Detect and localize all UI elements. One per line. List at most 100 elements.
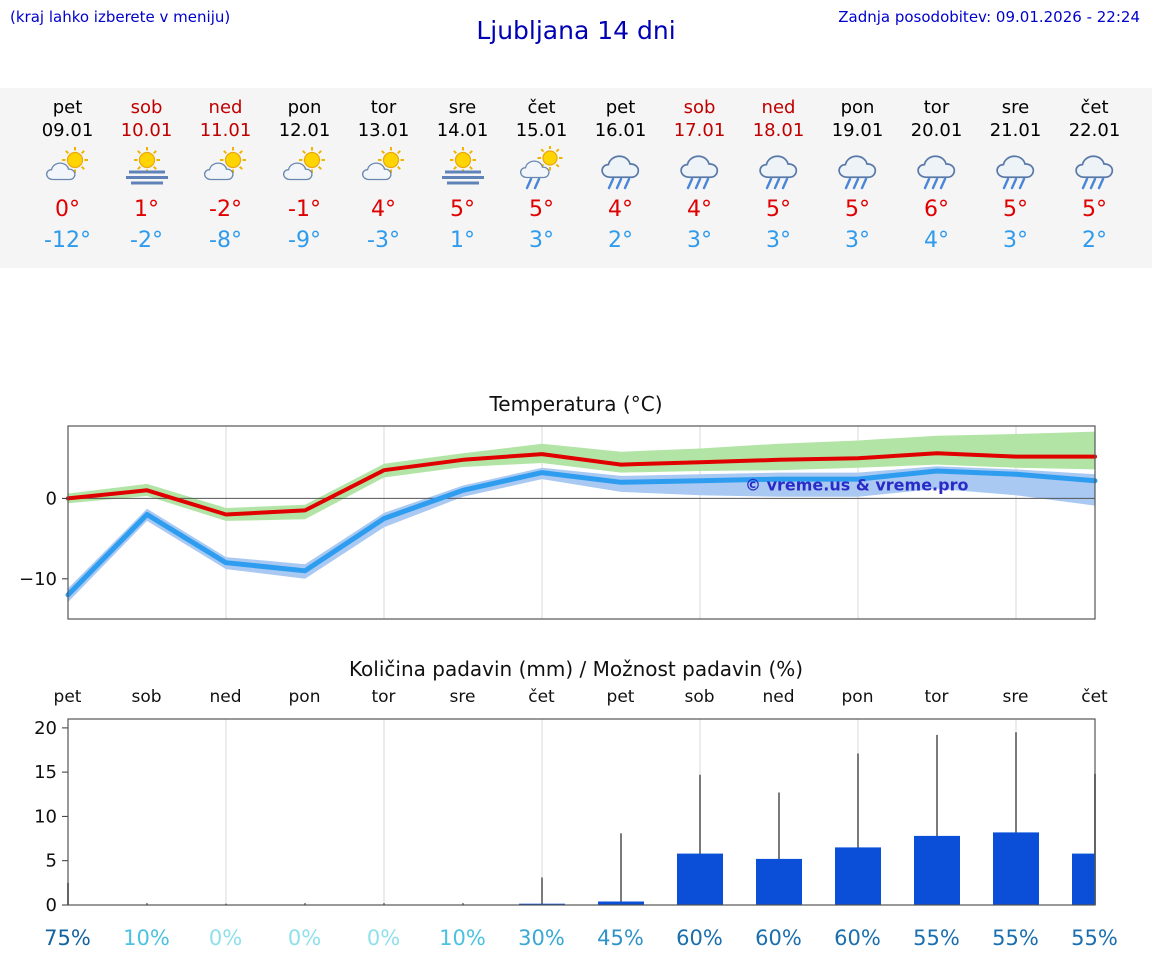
day-name: čet [527, 97, 556, 118]
precipitation-chart-title: Količina padavin (mm) / Možnost padavin … [348, 657, 804, 681]
day-max-temp: 4° [371, 197, 396, 222]
day-columns: pet 09.01 0° -12° sob 10.01 1° -2° ned 11.01 -2° -8… [0, 96, 1152, 256]
day-date: 12.01 [278, 120, 331, 141]
day-name: tor [370, 97, 397, 118]
precip-day-label: ned [209, 687, 242, 707]
day-max-temp: 5° [766, 197, 791, 222]
sun-fog-icon [423, 142, 502, 194]
day-date: 22.01 [1068, 120, 1121, 141]
precip-day-label: sre [449, 687, 476, 707]
partly-cloudy-icon [186, 142, 265, 194]
partly-cloudy-icon [28, 142, 107, 194]
day-forecast-09.01[interactable]: pet 09.01 0° -12° [28, 96, 107, 256]
day-min-temp: 2° [1082, 228, 1107, 253]
precip-bar [677, 853, 723, 905]
day-forecast-11.01[interactable]: ned 11.01 -2° -8° [186, 96, 265, 256]
day-forecast-10.01[interactable]: sob 10.01 1° -2° [107, 96, 186, 256]
day-forecast-19.01[interactable]: pon 19.01 5° 3° [818, 96, 897, 256]
day-forecast-15.01[interactable]: čet 15.01 5° 3° [502, 96, 581, 256]
svg-text:−10: −10 [19, 569, 57, 590]
day-date: 21.01 [989, 120, 1042, 141]
precip-bar [914, 835, 960, 905]
last-update-text: Zadnja posodobitev: 09.01.2026 - 22:24 [838, 8, 1140, 26]
svg-text:0: 0 [46, 488, 57, 509]
day-max-temp: 6° [924, 197, 949, 222]
forecast-strip: pet 09.01 0° -12° sob 10.01 1° -2° ned 11.01 -2° -8… [0, 88, 1152, 268]
watermark: © vreme.us & vreme.pro [745, 475, 968, 494]
rain-icon [897, 142, 976, 194]
svg-text:15: 15 [34, 762, 57, 783]
precip-day-label: čet [528, 687, 555, 707]
day-date: 20.01 [910, 120, 963, 141]
day-name: pon [287, 97, 322, 118]
precip-probability: 0% [287, 926, 322, 950]
day-forecast-12.01[interactable]: pon 12.01 -1° -9° [265, 96, 344, 256]
day-date: 13.01 [357, 120, 410, 141]
rain-icon [976, 142, 1055, 194]
day-max-temp: 5° [845, 197, 870, 222]
day-max-temp: 5° [1003, 197, 1028, 222]
day-max-temp: 4° [687, 197, 712, 222]
rain-icon [660, 142, 739, 194]
day-max-temp: -1° [288, 197, 321, 222]
precip-probability-row: 75% 10% 0% 0% 0% 10% 30% 45% 60% 60% 60% 55% 55% 55% [0, 923, 1152, 953]
day-max-temp: 5° [529, 197, 554, 222]
precipitation-section: Količina padavin (mm) / Možnost padavin … [0, 655, 1152, 953]
precip-probability: 55% [1071, 926, 1118, 950]
precip-probability: 0% [208, 926, 243, 950]
sun-fog-icon [107, 142, 186, 194]
day-max-temp: 5° [1082, 197, 1107, 222]
day-min-temp: -12° [44, 228, 91, 253]
precip-day-label: tor [924, 687, 949, 707]
day-forecast-21.01[interactable]: sre 21.01 5° 3° [976, 96, 1055, 256]
day-forecast-16.01[interactable]: pet 16.01 4° 2° [581, 96, 660, 256]
day-min-temp: 3° [766, 228, 791, 253]
svg-text:20: 20 [34, 718, 57, 739]
precip-day-label: sob [684, 687, 715, 707]
precip-probability: 60% [755, 926, 802, 950]
precip-day-label: tor [371, 687, 396, 707]
precip-bar [756, 858, 802, 905]
svg-text:0: 0 [46, 895, 57, 916]
temperature-section: Temperatura (°C) 0 −10 © vreme.us & vreme.… [0, 390, 1152, 629]
day-forecast-17.01[interactable]: sob 17.01 4° 3° [660, 96, 739, 256]
precip-day-label: pon [841, 687, 874, 707]
day-min-temp: 3° [687, 228, 712, 253]
day-forecast-18.01[interactable]: ned 18.01 5° 3° [739, 96, 818, 256]
precip-probability: 55% [992, 926, 1039, 950]
day-min-temp: 3° [845, 228, 870, 253]
day-min-temp: -2° [130, 228, 163, 253]
rain-icon [1055, 142, 1134, 194]
page-header: (kraj lahko izberete v meniju) Ljubljana… [0, 0, 1152, 54]
day-date: 11.01 [199, 120, 252, 141]
day-date: 18.01 [752, 120, 805, 141]
precip-probability: 60% [676, 926, 723, 950]
min-temp-band [68, 466, 1095, 603]
partly-cloudy-icon [344, 142, 423, 194]
day-min-temp: 3° [529, 228, 554, 253]
location-menu-hint[interactable]: (kraj lahko izberete v meniju) [10, 8, 231, 26]
precip-day-label: sre [1002, 687, 1029, 707]
day-name: ned [761, 97, 796, 118]
day-max-temp: 1° [134, 197, 159, 222]
day-date: 16.01 [594, 120, 647, 141]
precip-bar [519, 903, 565, 905]
temperature-chart: 0 −10 © vreme.us & vreme.pro [19, 425, 1098, 620]
day-date: 14.01 [436, 120, 489, 141]
precipitation-chart: 0 5 10 15 20 [34, 718, 1096, 916]
precip-probability: 75% [44, 926, 91, 950]
day-max-temp: -2° [209, 197, 242, 222]
day-min-temp: -9° [288, 228, 321, 253]
day-name: sob [130, 97, 163, 118]
day-forecast-14.01[interactable]: sre 14.01 5° 1° [423, 96, 502, 256]
day-min-temp: 4° [924, 228, 949, 253]
precip-day-label-row: pet sob ned pon tor sre čet pet sob ned pon tor sre č… [0, 685, 1152, 709]
page-title: Ljubljana 14 dni [476, 16, 676, 45]
day-forecast-22.01[interactable]: čet 22.01 5° 2° [1055, 96, 1134, 256]
day-forecast-20.01[interactable]: tor 20.01 6° 4° [897, 96, 976, 256]
precip-bar [835, 847, 881, 905]
day-forecast-13.01[interactable]: tor 13.01 4° -3° [344, 96, 423, 256]
rain-icon [581, 142, 660, 194]
precip-day-label: pon [288, 687, 321, 707]
precip-day-label: ned [762, 687, 795, 707]
